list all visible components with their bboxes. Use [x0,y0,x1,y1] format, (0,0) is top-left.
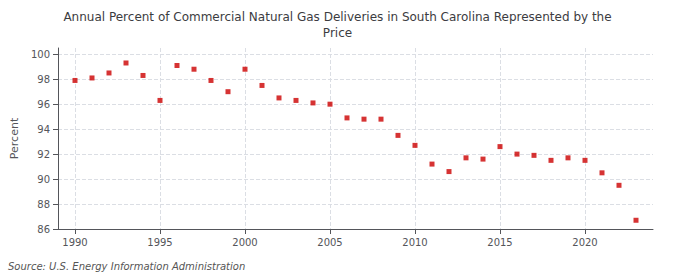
svg-text:98: 98 [37,74,50,85]
svg-text:86: 86 [37,224,50,235]
svg-text:Percent: Percent [8,117,21,159]
svg-text:Annual Percent of Commercial N: Annual Percent of Commercial Natural Gas… [63,10,611,24]
svg-text:1990: 1990 [62,237,87,248]
svg-text:92: 92 [37,149,50,160]
svg-text:96: 96 [37,99,50,110]
svg-text:1995: 1995 [147,237,172,248]
svg-text:2000: 2000 [232,237,257,248]
svg-text:2005: 2005 [317,237,342,248]
svg-text:2015: 2015 [487,237,512,248]
svg-text:94: 94 [37,124,50,135]
svg-text:Source: U.S. Energy Informatio: Source: U.S. Energy Information Administ… [8,261,245,272]
svg-text:2020: 2020 [572,237,597,248]
svg-text:88: 88 [37,199,50,210]
svg-text:2010: 2010 [402,237,427,248]
svg-text:100: 100 [31,49,50,60]
svg-text:Price: Price [323,26,352,40]
svg-text:90: 90 [37,174,50,185]
